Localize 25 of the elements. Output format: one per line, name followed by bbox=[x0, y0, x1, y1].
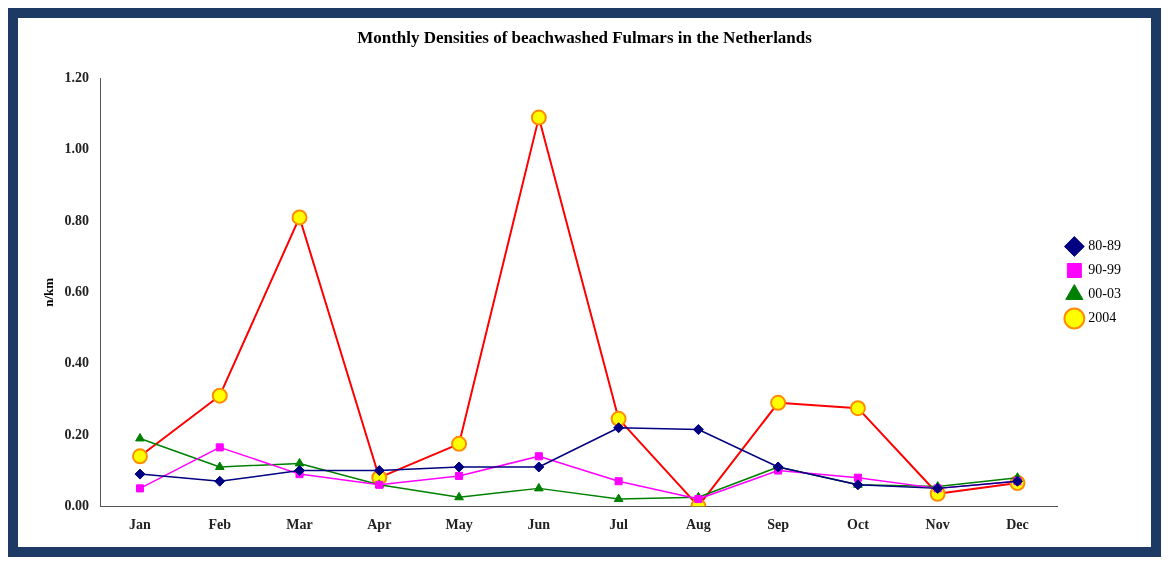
x-tick-label: Aug bbox=[685, 517, 711, 533]
y-tick-label: 0.00 bbox=[64, 497, 90, 513]
x-tick-label: Apr bbox=[367, 517, 392, 533]
y-tick-label: 0.20 bbox=[64, 426, 90, 442]
y-tick-label: 0.40 bbox=[64, 355, 90, 371]
x-tick-label: Sep bbox=[767, 517, 790, 533]
x-tick-label: Oct bbox=[847, 517, 870, 533]
x-tick-label: Jun bbox=[527, 517, 551, 533]
legend-label: 90-99 bbox=[1088, 262, 1122, 278]
y-tick-label: 1.00 bbox=[64, 141, 90, 157]
x-tick-label: Jan bbox=[129, 517, 152, 533]
y-tick-label: 1.20 bbox=[64, 70, 90, 86]
x-tick-label: May bbox=[445, 517, 473, 533]
x-tick-label: Feb bbox=[208, 517, 232, 533]
y-axis-title: n/km bbox=[41, 277, 57, 307]
legend-label: 00-03 bbox=[1088, 286, 1122, 302]
legend-label: 2004 bbox=[1088, 310, 1117, 326]
x-tick-label: Jul bbox=[609, 517, 629, 533]
chart-title: Monthly Densities of beachwashed Fulmars in the Netherlands bbox=[357, 27, 813, 47]
x-tick-label: Mar bbox=[286, 517, 313, 533]
x-tick-label: Dec bbox=[1006, 517, 1029, 533]
legend-label: 80-89 bbox=[1088, 238, 1122, 254]
x-tick-label: Nov bbox=[925, 517, 950, 533]
y-tick-label: 0.60 bbox=[64, 283, 90, 299]
y-tick-label: 0.80 bbox=[64, 212, 90, 228]
